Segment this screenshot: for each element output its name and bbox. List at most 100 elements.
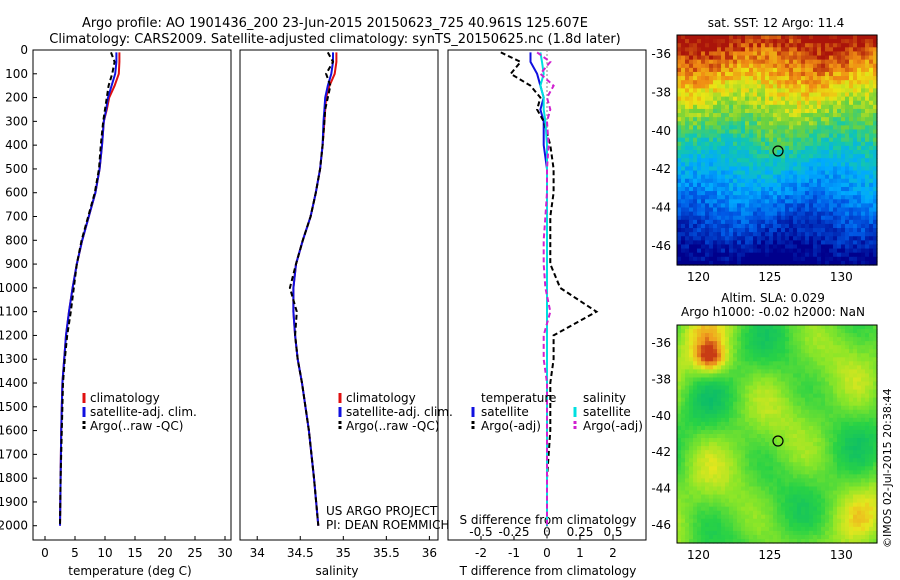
sst-cell — [873, 248, 878, 254]
sst-cell — [861, 150, 866, 155]
sst-cell — [709, 80, 714, 85]
sst-cell — [693, 35, 698, 40]
sla-cell — [801, 405, 806, 411]
sla-cell — [841, 365, 846, 371]
sla-cell — [765, 389, 770, 395]
sla-cell — [713, 361, 718, 366]
sla-cell — [833, 425, 838, 431]
sst-cell — [697, 51, 702, 57]
sst-cell — [793, 252, 798, 258]
sla-cell — [801, 357, 806, 362]
sst-cell — [845, 195, 850, 200]
sla-cell — [797, 409, 802, 415]
sla-cell — [741, 450, 746, 455]
sst-cell — [813, 51, 818, 57]
sla-cell — [745, 337, 750, 342]
sla-cell — [817, 446, 822, 451]
sst-cell — [873, 178, 878, 184]
sst-cell — [845, 166, 850, 172]
sla-cell — [761, 389, 766, 395]
sst-cell — [733, 84, 738, 89]
sst-cell — [717, 260, 722, 266]
sst-cell — [685, 133, 690, 139]
sla-cell — [777, 486, 782, 492]
sla-cell — [749, 393, 754, 399]
sst-cell — [753, 203, 758, 209]
sst-cell — [689, 67, 694, 73]
sst-cell — [873, 256, 878, 262]
sst-cell — [693, 162, 698, 168]
sst-cell — [805, 43, 810, 48]
sla-cell — [841, 438, 846, 443]
sst-cell — [701, 252, 706, 258]
sst-cell — [797, 121, 802, 126]
sla-cell — [869, 470, 874, 475]
sla-cell — [705, 373, 710, 379]
sst-cell — [757, 240, 762, 246]
sla-cell — [677, 361, 682, 366]
sst-cell — [705, 35, 710, 40]
sst-cell — [801, 96, 806, 102]
sla-cell — [765, 470, 770, 475]
sst-cell — [801, 133, 806, 139]
sla-cell — [737, 401, 742, 407]
sst-cell — [781, 236, 786, 241]
sst-cell — [873, 137, 878, 143]
sst-cell — [773, 80, 778, 85]
sst-cell — [825, 244, 830, 250]
sla-cell — [717, 341, 722, 346]
sst-cell — [837, 55, 842, 61]
sst-cell — [801, 248, 806, 254]
sst-cell — [725, 174, 730, 180]
sst-cell — [681, 215, 686, 221]
sla-cell — [813, 462, 818, 467]
sst-cell — [761, 47, 766, 53]
sst-cell — [757, 133, 762, 139]
sla-cell — [833, 381, 838, 387]
sst-cell — [697, 223, 702, 229]
argo-float-marker — [772, 145, 784, 157]
sst-cell — [777, 158, 782, 163]
sla-cell — [801, 450, 806, 455]
sst-cell — [689, 240, 694, 246]
sst-cell — [785, 199, 790, 204]
sst-cell — [689, 59, 694, 65]
sla-cell — [829, 421, 834, 427]
sst-cell — [853, 71, 858, 77]
sla-cell — [677, 345, 682, 350]
sla-cell — [745, 373, 750, 379]
sla-cell — [789, 425, 794, 431]
sst-cell — [697, 108, 702, 114]
sst-cell — [833, 80, 838, 85]
sst-cell — [841, 199, 846, 204]
sla-cell — [849, 470, 854, 475]
sst-cell — [813, 150, 818, 155]
sla-cell — [813, 450, 818, 455]
sla-cell — [765, 353, 770, 358]
sst-cell — [813, 199, 818, 204]
sst-cell — [717, 240, 722, 246]
sst-cell — [701, 137, 706, 143]
sst-cell — [781, 215, 786, 221]
sla-cell — [785, 417, 790, 423]
sst-cell — [753, 256, 758, 262]
sst-cell — [769, 59, 774, 65]
sla-cell — [849, 429, 854, 435]
sst-cell — [697, 166, 702, 172]
sla-cell — [697, 413, 702, 419]
sst-cell — [833, 39, 838, 44]
sst-cell — [769, 186, 774, 192]
sst-cell — [817, 162, 822, 168]
sst-cell — [713, 260, 718, 266]
sst-cell — [853, 84, 858, 89]
sst-cell — [865, 211, 870, 217]
sst-cell — [701, 88, 706, 94]
sla-cell — [761, 401, 766, 407]
sla-cell — [689, 413, 694, 419]
sla-cell — [753, 462, 758, 467]
sst-cell — [765, 84, 770, 89]
sla-cell — [697, 446, 702, 451]
sla-cell — [805, 381, 810, 387]
sla-cell — [701, 357, 706, 362]
sst-cell — [749, 203, 754, 209]
